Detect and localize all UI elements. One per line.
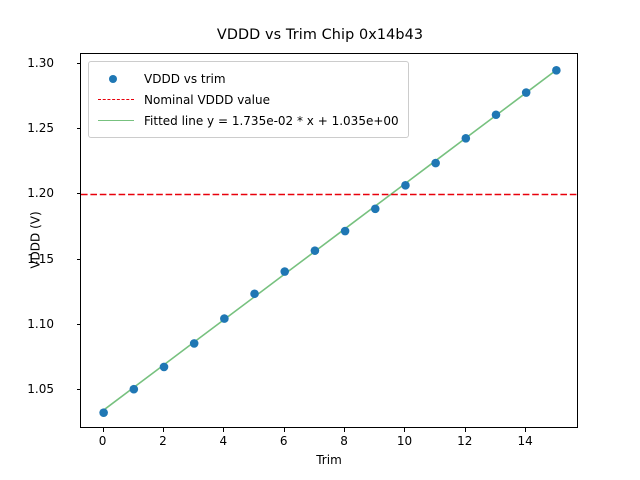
legend-marker-circle-icon [96, 71, 136, 87]
legend-entry-nominal-vddd: Nominal VDDD value [96, 89, 399, 110]
x-tick-label: 8 [340, 434, 348, 448]
data-point [189, 339, 199, 348]
x-tick-label: 14 [517, 434, 533, 448]
x-tick-label: 2 [159, 434, 167, 448]
data-point [401, 181, 410, 190]
fitted-line-path [103, 69, 557, 411]
legend-solid-line-icon [96, 113, 136, 129]
x-tick-mark [283, 428, 285, 432]
vddd-scatter-series [99, 66, 561, 417]
x-tick-mark [344, 428, 346, 432]
y-tick-label: 1.15 [27, 251, 54, 266]
x-tick-label: 0 [98, 434, 107, 448]
data-point [461, 133, 471, 143]
legend-label-nominal-vddd: Nominal VDDD value [144, 92, 270, 107]
data-point [280, 267, 290, 276]
y-tick-mark [76, 324, 81, 326]
fitted-line-series [103, 69, 557, 411]
x-axis-label: Trim [316, 453, 342, 467]
y-tick-mark [76, 193, 81, 195]
x-tick-label: 6 [279, 434, 288, 448]
legend: VDDD vs trim Nominal VDDD value Fitted l… [88, 61, 409, 138]
x-tick-label: 10 [396, 434, 413, 448]
legend-label-fitted-line: Fitted line y = 1.735e-02 * x + 1.035e+0… [144, 113, 399, 128]
data-point [340, 226, 350, 236]
y-tick-label: 1.25 [27, 121, 54, 136]
data-point [310, 246, 320, 255]
y-tick-mark [76, 128, 81, 130]
y-tick-mark [76, 258, 81, 260]
x-tick-mark [404, 428, 406, 432]
y-tick-label: 1.05 [27, 382, 54, 397]
x-tick-mark [102, 428, 104, 432]
data-point [431, 158, 440, 168]
data-point [250, 289, 259, 299]
x-tick-mark [163, 428, 164, 432]
legend-entry-vddd-vs-trim: VDDD vs trim [96, 68, 399, 89]
y-tick-label: 1.10 [27, 317, 54, 332]
data-point [370, 204, 380, 214]
series-layer [81, 66, 577, 417]
y-tick-label: 1.20 [27, 186, 54, 201]
x-tick-mark [464, 428, 466, 432]
legend-dashed-line-icon [96, 92, 136, 108]
y-tick-mark [76, 389, 81, 391]
x-tick-mark [223, 428, 225, 432]
data-point [159, 362, 169, 372]
y-tick-mark [76, 62, 81, 64]
data-point [552, 66, 561, 75]
chart-title: VDDD vs Trim Chip 0x14b43 [216, 27, 424, 43]
x-tick-mark [525, 428, 527, 432]
x-tick-label: 4 [219, 434, 228, 448]
data-point [521, 88, 531, 97]
data-point [491, 110, 501, 120]
legend-entry-fitted-line: Fitted line y = 1.735e-02 * x + 1.035e+0… [96, 110, 399, 131]
data-point [129, 384, 139, 394]
x-tick-label: 12 [457, 434, 473, 448]
data-point [220, 314, 229, 323]
legend-label-vddd-vs-trim: VDDD vs trim [144, 71, 226, 86]
data-point [99, 408, 108, 417]
y-tick-label: 1.30 [27, 55, 54, 70]
